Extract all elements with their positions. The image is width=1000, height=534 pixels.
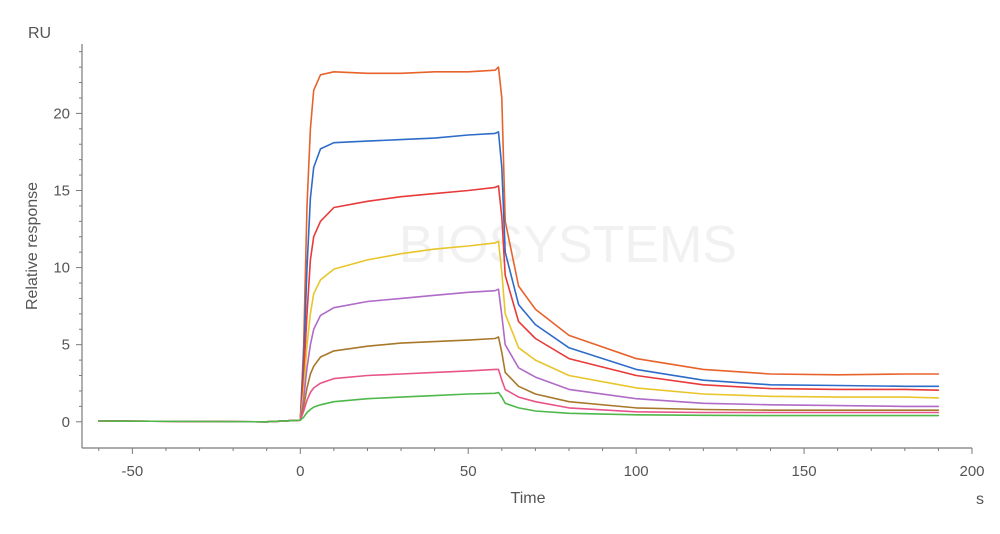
x-tick-label: -50 [122,463,144,480]
x-tick-label: 200 [959,463,984,480]
y-tick-label: 5 [62,337,70,354]
series-line-8 [98,391,940,423]
y-tick-label: 0 [62,414,70,431]
x-tick-label: 100 [624,463,649,480]
watermark-text: BIOSYSTEMS [399,216,737,274]
y-tick-label: 20 [53,105,70,122]
x-tick-label: 0 [296,463,304,480]
series-line-4 [98,240,940,423]
y-ticks: 0 5 10 15 20 [53,51,82,431]
y-tick-label: 15 [53,182,70,199]
x-ticks: -50 0 50 100 150 200 [98,448,985,480]
y-axis-title: Relative response [24,182,41,310]
watermark-layer: BIOSYSTEMS [399,216,737,274]
x-axis-title: Time [511,490,546,507]
y-tick-label: 10 [53,260,70,277]
series-line-6 [98,336,940,423]
series-layer [98,66,940,423]
x-unit-label: s [976,491,984,508]
series-line-1 [98,66,940,423]
x-tick-label: 150 [792,463,817,480]
x-tick-label: 50 [460,463,477,480]
series-line-2 [98,131,940,423]
series-line-5 [98,288,940,423]
axes-layer [81,44,972,449]
y-unit-label: RU [28,25,51,42]
series-line-3 [98,185,940,423]
series-line-7 [98,368,940,423]
